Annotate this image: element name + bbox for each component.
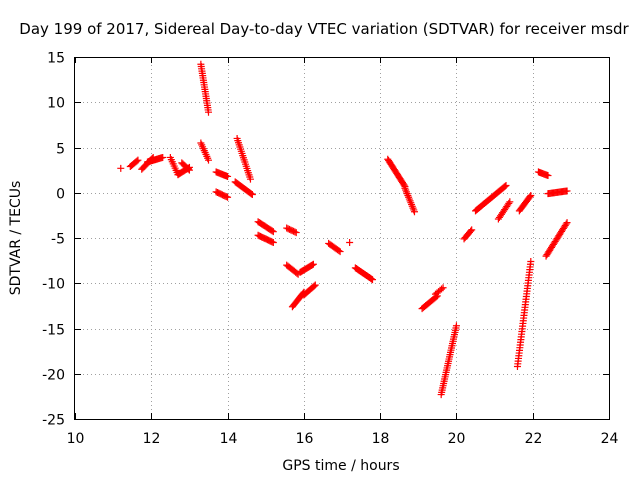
data-point	[308, 261, 316, 269]
data-point	[467, 227, 475, 235]
data-point	[505, 199, 513, 207]
data-point	[184, 165, 192, 173]
data-point	[309, 260, 317, 268]
x-tick-label: 14	[220, 431, 238, 447]
data-point	[159, 153, 167, 161]
x-tick-label: 18	[372, 431, 390, 447]
data-point	[439, 284, 447, 292]
x-axis-label: GPS time / hours	[282, 458, 399, 474]
x-tick-label: 10	[67, 431, 85, 447]
data-point	[224, 172, 232, 180]
data-point	[269, 239, 277, 247]
chart-title: Day 199 of 2017, Sidereal Day-to-day VTE…	[19, 20, 629, 38]
grid	[75, 57, 609, 419]
data-point	[526, 193, 534, 201]
data-point	[222, 193, 230, 201]
data-point	[291, 228, 299, 236]
data-point	[292, 229, 300, 237]
data-point	[268, 227, 276, 235]
plot-frame	[74, 57, 610, 420]
data-point	[117, 164, 125, 172]
y-tick-label: -20	[42, 368, 65, 384]
data-point	[224, 193, 232, 201]
data-point	[527, 258, 535, 266]
x-tick-label: 20	[448, 431, 466, 447]
data-point	[544, 172, 552, 180]
y-tick-label: 15	[47, 51, 65, 67]
y-tick-label: -5	[51, 232, 65, 248]
y-tick-label: -10	[42, 277, 65, 293]
y-tick-label: -15	[42, 323, 65, 339]
data-point	[185, 166, 193, 174]
y-tick-label: 0	[56, 187, 65, 203]
y-tick-label: 10	[47, 96, 65, 112]
x-tick-label: 16	[296, 431, 314, 447]
data-point	[247, 190, 255, 198]
data-point	[562, 220, 570, 228]
data-point	[134, 156, 142, 164]
x-tick-label: 24	[601, 431, 619, 447]
data-point	[501, 182, 509, 190]
data-point	[438, 285, 446, 293]
data-point	[346, 239, 354, 247]
data-point	[527, 191, 535, 199]
data-point	[311, 281, 319, 289]
data-point	[400, 181, 408, 189]
data-point	[563, 219, 571, 227]
data-point	[205, 156, 212, 164]
data-points	[117, 60, 571, 399]
y-tick-label: -25	[42, 413, 65, 429]
x-tick-label: 22	[525, 431, 543, 447]
y-axis-label: SDTVAR / TECUs	[8, 181, 24, 296]
data-point	[293, 269, 301, 277]
y-axis-tick-labels: 15 10 5 0 -5 -10 -15 -20 -25	[42, 51, 65, 429]
data-point	[452, 322, 460, 330]
x-axis-tick-labels: 10 12 14 16 18 20 22 24	[67, 431, 619, 447]
data-point	[246, 175, 254, 183]
data-point	[310, 282, 318, 290]
y-tick-label: 5	[56, 142, 65, 158]
data-point	[368, 275, 376, 283]
data-point	[248, 191, 256, 199]
data-point	[502, 182, 510, 190]
data-point	[335, 247, 343, 255]
data-point	[336, 248, 344, 256]
data-point	[563, 187, 571, 195]
data-point	[468, 226, 476, 234]
data-point	[506, 198, 514, 206]
data-point	[369, 276, 377, 284]
data-point	[133, 157, 141, 165]
x-tick-label: 12	[143, 431, 161, 447]
data-point	[410, 208, 418, 216]
data-point	[269, 228, 277, 236]
data-point	[205, 108, 212, 116]
axis-ticks	[75, 57, 610, 420]
